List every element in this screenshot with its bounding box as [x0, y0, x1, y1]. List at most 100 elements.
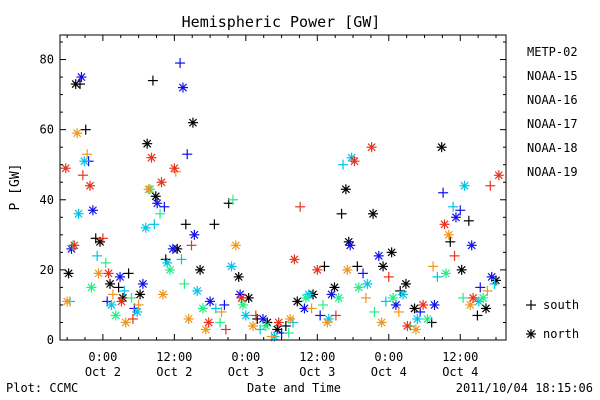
y-axis-label: P [GW]: [8, 164, 23, 211]
y-tick-label: 80: [40, 53, 54, 67]
data-point: [280, 320, 291, 331]
chart-title: Hemispheric Power [GW]: [182, 13, 381, 31]
data-point: [100, 257, 111, 268]
data-point: [189, 229, 200, 240]
x-tick-time: 12:00: [442, 350, 478, 364]
marker-legend-label: south: [543, 298, 579, 312]
data-point: [230, 240, 241, 251]
data-point: [187, 117, 198, 128]
data-point: [135, 289, 146, 300]
data-point: [378, 261, 389, 272]
x-tick-date: Oct 4: [371, 365, 407, 379]
data-point: [133, 299, 144, 310]
data-point: [326, 289, 337, 300]
data-points: [60, 58, 504, 342]
data-point: [388, 292, 399, 303]
data-point: [322, 317, 333, 328]
data-point: [216, 306, 227, 317]
data-point: [283, 327, 294, 338]
x-tick-time: 0:00: [231, 350, 260, 364]
data-point: [329, 282, 340, 293]
data-point: [126, 292, 137, 303]
data-point: [107, 289, 118, 300]
data-point: [233, 271, 244, 282]
data-point: [255, 324, 266, 335]
data-point: [86, 282, 97, 293]
y-tick-label: 0: [47, 333, 54, 347]
data-point: [150, 191, 161, 202]
data-point: [449, 250, 460, 261]
data-point: [76, 72, 87, 83]
data-point: [475, 282, 486, 293]
data-point: [443, 229, 454, 240]
data-point: [398, 289, 409, 300]
data-point: [177, 82, 188, 93]
data-point: [463, 215, 474, 226]
y-tick-label: 40: [40, 193, 54, 207]
data-point: [169, 163, 180, 174]
marker-legend-label: north: [543, 327, 579, 341]
data-point: [480, 303, 491, 314]
data-point: [127, 313, 138, 324]
data-point: [312, 264, 323, 275]
data-point: [103, 268, 114, 279]
y-tick-label: 60: [40, 123, 54, 137]
data-point: [459, 180, 470, 191]
legend-entry: METP-02: [527, 45, 578, 59]
data-point: [97, 233, 108, 244]
data-point: [455, 205, 466, 216]
data-point: [247, 320, 258, 331]
data-point: [486, 271, 497, 282]
data-point: [393, 306, 404, 317]
data-point: [62, 296, 73, 307]
data-point: [300, 292, 311, 303]
x-tick-date: Oct 2: [85, 365, 121, 379]
legend-entry: NOAA-17: [527, 117, 578, 131]
data-point: [113, 282, 124, 293]
data-point: [137, 278, 148, 289]
data-point: [63, 268, 74, 279]
data-point: [179, 278, 190, 289]
data-point: [466, 240, 477, 251]
x-axis-label: Date and Time: [247, 381, 341, 395]
legend: METP-02 NOAA-15 NOAA-16 NOAA-17 NOAA-18 NOAA-…: [527, 45, 578, 179]
data-point: [376, 317, 387, 328]
data-point: [205, 296, 216, 307]
data-point: [115, 271, 126, 282]
data-point: [236, 292, 247, 303]
x-tick-date: Oct 3: [299, 365, 335, 379]
data-point: [353, 282, 364, 293]
data-point: [210, 303, 221, 314]
data-point: [82, 149, 93, 160]
data-point: [428, 261, 439, 272]
data-point: [119, 285, 130, 296]
plot-credit: Plot: CCMC: [6, 381, 78, 395]
data-point: [373, 250, 384, 261]
legend-entry: NOAA-15: [527, 69, 578, 83]
data-point: [285, 313, 296, 324]
data-point: [175, 58, 186, 69]
data-point: [315, 310, 326, 321]
data-point: [219, 299, 230, 310]
data-point: [80, 124, 91, 135]
data-point: [472, 310, 483, 321]
data-point: [400, 278, 411, 289]
data-point: [273, 317, 284, 328]
plot-timestamp: 2011/10/04 18:15:06: [456, 381, 593, 395]
data-point: [383, 271, 394, 282]
data-point: [93, 268, 104, 279]
data-point: [155, 208, 166, 219]
data-point: [380, 296, 391, 307]
data-point: [105, 278, 116, 289]
data-point: [147, 75, 158, 86]
data-point: [60, 163, 71, 174]
data-point: [72, 128, 83, 139]
data-point: [412, 313, 423, 324]
data-point: [409, 303, 420, 314]
data-point: [352, 261, 363, 272]
data-point: [306, 303, 317, 314]
data-point: [333, 292, 344, 303]
data-point: [289, 254, 300, 265]
data-point: [360, 292, 371, 303]
